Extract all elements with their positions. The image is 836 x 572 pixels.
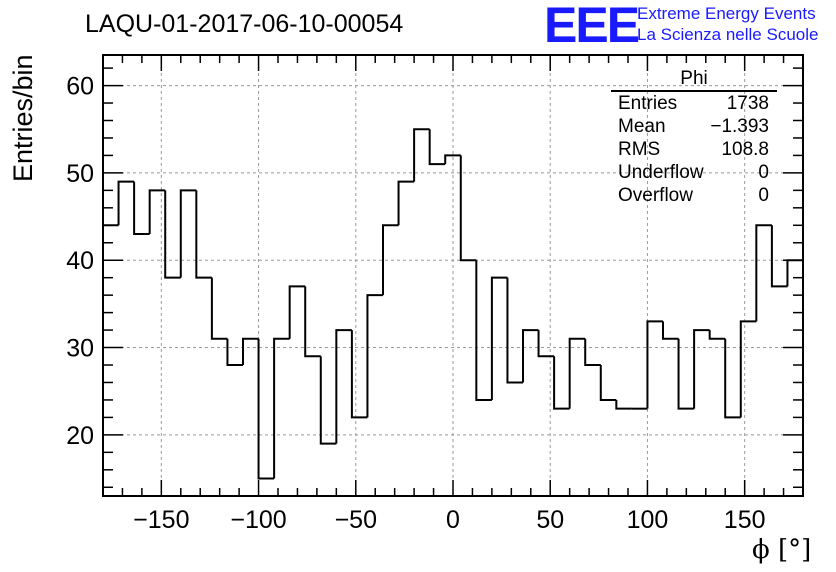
histogram-bin xyxy=(615,399,632,410)
stats-row-underflow: Underflow 0 xyxy=(611,161,777,184)
histogram-bin xyxy=(490,276,508,400)
histogram-bin xyxy=(319,356,337,445)
stats-value: 108.8 xyxy=(721,139,769,160)
histogram-bin xyxy=(226,338,243,367)
stats-value: −1.393 xyxy=(710,116,769,137)
histogram-bin xyxy=(506,277,523,384)
histogram-bin xyxy=(242,337,259,366)
histogram-bin xyxy=(444,154,461,165)
histogram-bin xyxy=(304,286,321,358)
histogram-bin xyxy=(459,155,477,262)
stats-box: Phi Entries 1738 Mean −1.393 RMS 108.8 U… xyxy=(611,68,777,207)
chart-title: LAQU-01-2017-06-10-00054 xyxy=(85,10,404,38)
histogram-bin xyxy=(397,180,415,226)
histogram-bin xyxy=(133,181,150,236)
histogram-bin xyxy=(475,260,492,401)
y-tick-label: 30 xyxy=(66,335,94,363)
x-tick-label: −50 xyxy=(335,506,377,534)
histogram-bin xyxy=(179,189,197,278)
histogram-bin xyxy=(335,329,352,444)
histogram-bin xyxy=(770,225,788,288)
histogram-bin xyxy=(584,338,601,367)
x-tick-label: 50 xyxy=(536,506,564,534)
histogram-bin xyxy=(350,330,368,419)
stats-label: Mean xyxy=(618,116,666,137)
x-tick-label: −150 xyxy=(133,506,189,534)
histogram-bin xyxy=(708,330,726,340)
stats-value: 1738 xyxy=(726,93,769,114)
stats-label: Overflow xyxy=(618,185,693,206)
histogram-bin xyxy=(677,338,695,410)
histogram-bin xyxy=(739,320,757,418)
x-tick-label: 150 xyxy=(724,506,766,534)
stats-label: Underflow xyxy=(618,162,704,183)
stats-label: Entries xyxy=(618,93,678,114)
x-tick-label: −100 xyxy=(230,506,286,534)
stats-label: RMS xyxy=(618,139,661,160)
y-tick-label: 60 xyxy=(66,73,94,101)
histogram-bin xyxy=(164,190,181,279)
histogram-bin xyxy=(148,189,166,235)
histogram-bin xyxy=(693,329,710,409)
histogram-bin xyxy=(755,224,772,322)
histogram-bin xyxy=(273,337,290,479)
histogram-bin xyxy=(366,294,383,418)
histogram-bin xyxy=(599,365,617,401)
histogram-bin xyxy=(102,224,119,496)
histogram-bin xyxy=(724,338,741,419)
x-axis-label: ϕ [°] xyxy=(752,535,812,565)
histogram-bin xyxy=(522,329,539,383)
x-tick-label: 100 xyxy=(627,506,669,534)
histogram-bin xyxy=(413,128,430,182)
histogram-bin xyxy=(288,285,306,339)
y-tick-label: 50 xyxy=(66,160,94,188)
x-tick-label: 0 xyxy=(446,506,460,534)
stats-row-overflow: Overflow 0 xyxy=(611,184,777,207)
histogram-bin xyxy=(568,337,586,409)
histogram-bin xyxy=(382,224,399,296)
stats-row-mean: Mean −1.393 xyxy=(611,115,777,138)
stats-box-name: Phi xyxy=(611,68,777,92)
histogram-bin xyxy=(662,321,679,340)
y-tick-label: 20 xyxy=(66,422,94,450)
histogram-bin xyxy=(553,356,570,410)
histogram-bin xyxy=(117,180,135,226)
histogram-bin xyxy=(195,190,212,279)
stats-value: 0 xyxy=(758,185,769,206)
eee-logo: EEE xyxy=(544,0,640,53)
stats-row-entries: Entries 1738 xyxy=(611,92,777,115)
y-tick-label: 40 xyxy=(66,247,94,275)
histogram-bin xyxy=(786,259,803,287)
histogram-bin xyxy=(537,330,555,358)
brand-line-2: La Scienza nelle Scuole xyxy=(637,25,819,44)
stats-value: 0 xyxy=(758,162,769,183)
stats-row-rms: RMS 108.8 xyxy=(611,138,777,161)
brand-line-1: Extreme Energy Events xyxy=(637,4,816,23)
histogram-bin xyxy=(257,338,275,480)
histogram-bin xyxy=(210,277,228,340)
histogram-bin xyxy=(646,320,663,409)
histogram-bin xyxy=(428,129,446,166)
